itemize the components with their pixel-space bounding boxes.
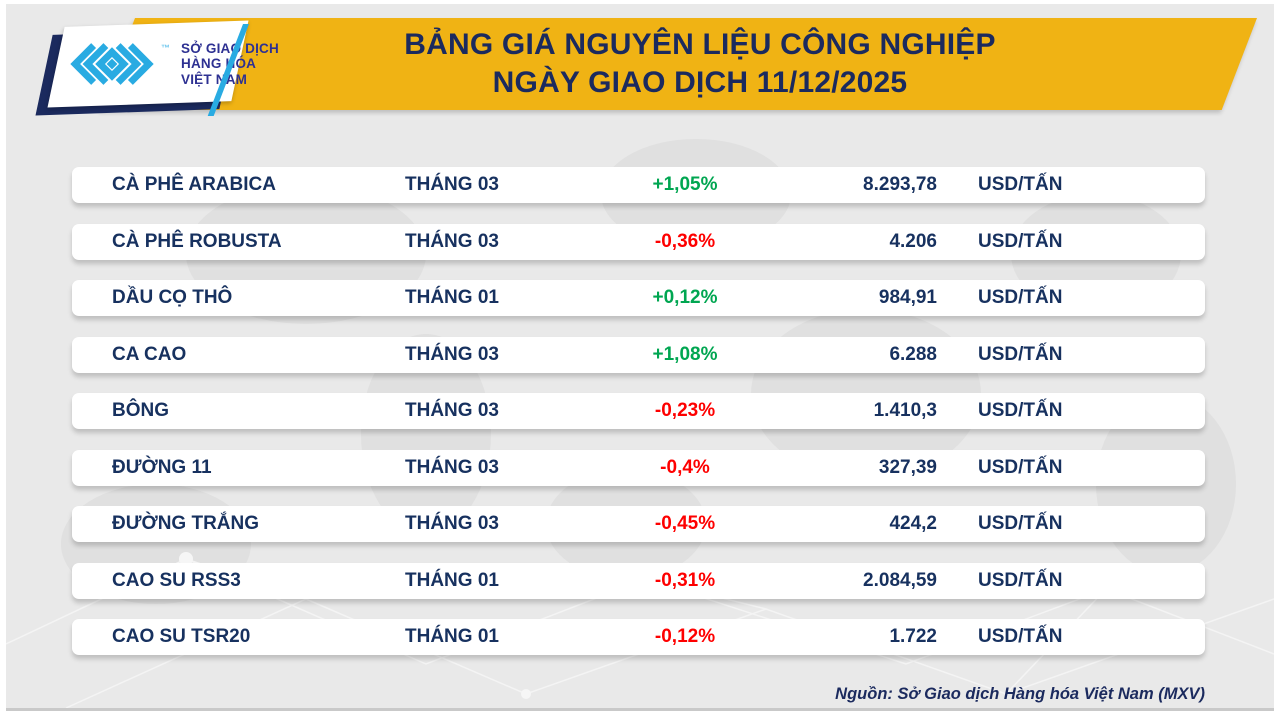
commodity-name: CÀ PHÊ ROBUSTA — [112, 230, 282, 252]
price-value: 2.084,59 — [863, 569, 937, 591]
contract-month: THÁNG 03 — [405, 513, 499, 534]
percent-change: +1,05% — [652, 174, 718, 195]
table-row: CÀ PHÊ ARABICA THÁNG 03 +1,05% 8.293,78 USD/… — [72, 167, 1205, 203]
percent-change: +1,08% — [652, 343, 718, 365]
price-value: 984,91 — [878, 287, 937, 308]
table-row: CA CAO THÁNG 03 +1,08% 6.288 USD/TẤN — [72, 336, 1205, 373]
table-row: CAO SU RSS3 THÁNG 01 -0,31% 2.084,59 USD/TẤN — [72, 562, 1205, 599]
table-row: ĐƯỜNG 11 THÁNG 03 -0,4% 327,39 USD/TẤN — [72, 449, 1205, 486]
source-credit: Nguồn: Sở Giao dịch Hàng hóa Việt Nam (M… — [835, 685, 1205, 703]
price-value: 1.722 — [889, 626, 937, 647]
table-row: BÔNG THÁNG 03 -0,23% 1.410,3 USD/TẤN — [72, 393, 1205, 429]
commodity-name: CAO SU RSS3 — [112, 569, 241, 591]
commodity-name: ĐƯỜNG 11 — [112, 456, 212, 478]
commodity-name: DẦU CỌ THÔ — [112, 287, 233, 308]
contract-month: THÁNG 03 — [405, 400, 499, 421]
mxv-logo-card: ™ SỞ GIAO DỊCH HÀNG HÓA VIỆT NAM — [47, 20, 279, 108]
price-unit: USD/TẤN — [978, 174, 1063, 195]
contract-month: THÁNG 03 — [405, 343, 499, 365]
contract-month: THÁNG 03 — [405, 174, 499, 195]
price-unit: USD/TẤN — [978, 230, 1063, 252]
price-value: 6.288 — [889, 343, 937, 365]
commodity-name: CÀ PHÊ ARABICA — [112, 174, 276, 195]
contract-month: THÁNG 03 — [405, 230, 499, 252]
price-unit: USD/TẤN — [978, 626, 1063, 647]
price-value: 8.293,78 — [863, 174, 937, 195]
price-unit: USD/TẤN — [978, 343, 1063, 365]
percent-change: -0,23% — [654, 400, 716, 421]
logo-text-line1: SỞ GIAO DỊCH — [181, 40, 279, 56]
mxv-logo: ™ SỞ GIAO DỊCH HÀNG HÓA VIỆT NAM — [56, 24, 279, 104]
contract-month: THÁNG 01 — [405, 287, 499, 308]
page-title-line2: NGÀY GIAO DỊCH 11/12/2025 — [492, 66, 908, 99]
commodity-name: CA CAO — [112, 343, 187, 365]
commodity-name: CAO SU TSR20 — [112, 626, 251, 647]
price-unit: USD/TẤN — [978, 400, 1063, 421]
percent-change: -0,12% — [654, 626, 716, 647]
percent-change: +0,12% — [652, 287, 718, 308]
price-unit: USD/TẤN — [978, 569, 1063, 591]
mxv-logo-icon — [70, 43, 154, 85]
table-row: ĐƯỜNG TRẮNG THÁNG 03 -0,45% 424,2 USD/TẤN — [72, 506, 1205, 542]
percent-change: -0,4% — [660, 456, 710, 478]
logo-text-line3: VIỆT NAM — [181, 71, 248, 87]
price-unit: USD/TẤN — [978, 513, 1063, 534]
contract-month: THÁNG 03 — [405, 456, 499, 478]
price-table: CÀ PHÊ ARABICA THÁNG 03 +1,05% 8.293,78 USD/… — [72, 167, 1205, 655]
page-title-line1: BẢNG GIÁ NGUYÊN LIỆU CÔNG NGHIỆP — [404, 28, 996, 61]
commodity-name: BÔNG — [112, 400, 169, 421]
percent-change: -0,31% — [654, 569, 716, 591]
percent-change: -0,45% — [654, 513, 716, 534]
price-value: 327,39 — [878, 456, 937, 478]
table-row: CAO SU TSR20 THÁNG 01 -0,12% 1.722 USD/TẤN — [72, 619, 1205, 655]
price-value: 424,2 — [889, 513, 937, 534]
price-unit: USD/TẤN — [978, 456, 1063, 478]
trademark-symbol: ™ — [161, 43, 170, 53]
price-unit: USD/TẤN — [978, 287, 1063, 308]
price-value: 4.206 — [889, 230, 937, 252]
table-row: DẦU CỌ THÔ THÁNG 01 +0,12% 984,91 USD/TẤN — [72, 280, 1205, 316]
page-title: BẢNG GIÁ NGUYÊN LIỆU CÔNG NGHIỆP NGÀY GI… — [320, 26, 1080, 102]
contract-month: THÁNG 01 — [405, 569, 499, 591]
commodity-name: ĐƯỜNG TRẮNG — [112, 513, 260, 534]
table-row: CÀ PHÊ ROBUSTA THÁNG 03 -0,36% 4.206 USD/TẤN — [72, 223, 1205, 260]
price-value: 1.410,3 — [873, 400, 937, 421]
percent-change: -0,36% — [654, 230, 716, 252]
contract-month: THÁNG 01 — [405, 626, 499, 647]
